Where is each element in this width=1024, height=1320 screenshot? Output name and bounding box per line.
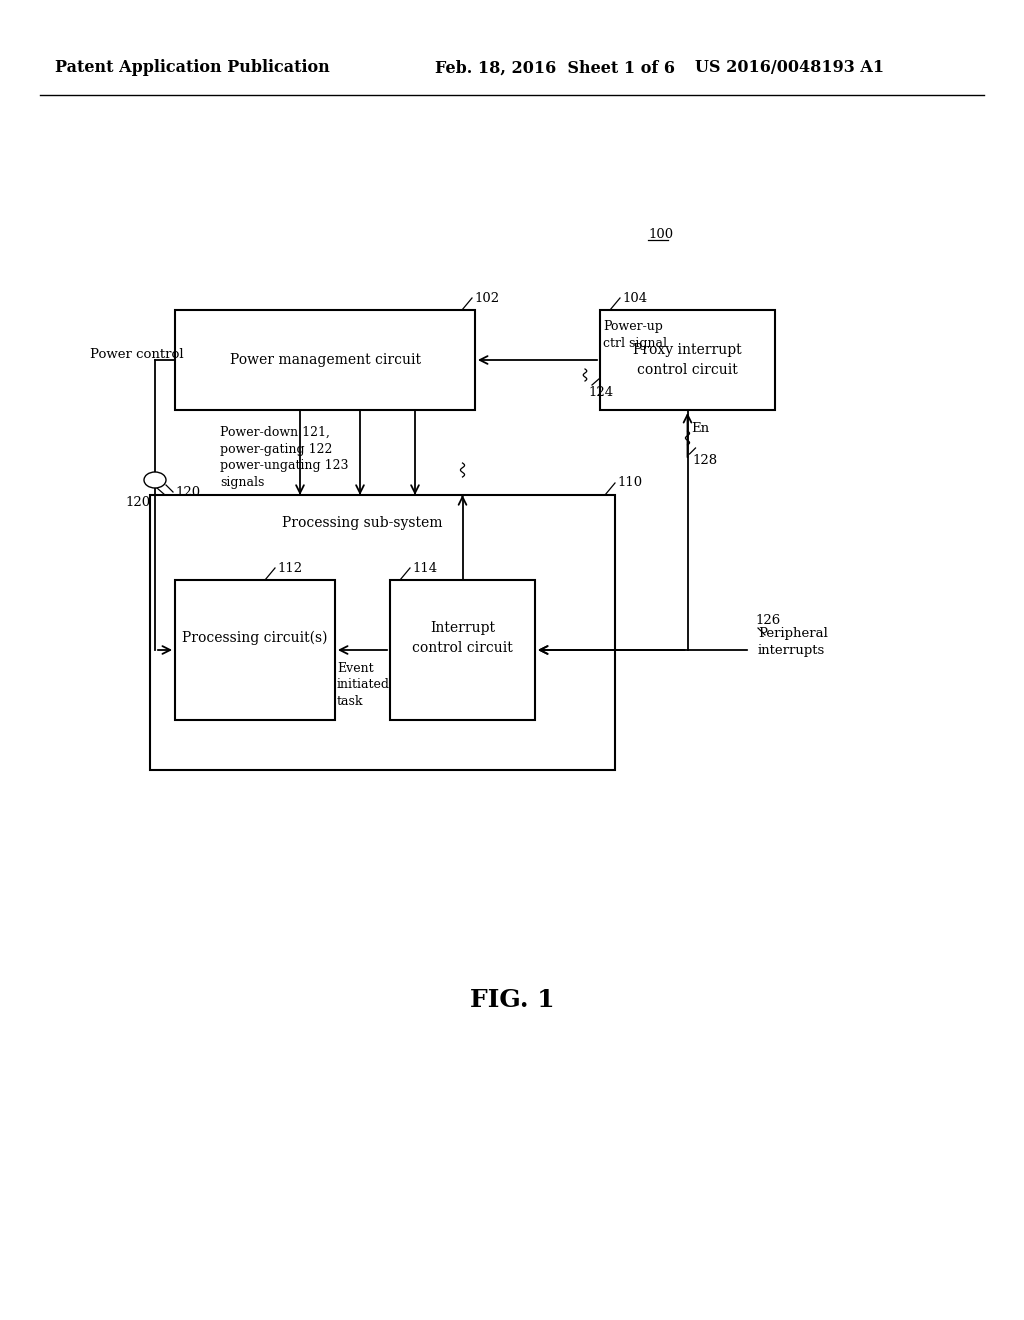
Text: En: En — [691, 421, 710, 434]
Text: Processing circuit(s): Processing circuit(s) — [182, 631, 328, 645]
Text: Power-down 121,
power-gating 122
power-ungating 123
signals: Power-down 121, power-gating 122 power-u… — [220, 426, 348, 488]
Bar — [150, 495, 615, 770]
Bar — [175, 310, 475, 411]
Text: Peripheral
interrupts: Peripheral interrupts — [758, 627, 827, 657]
Text: Patent Application Publication: Patent Application Publication — [55, 59, 330, 77]
Text: 102: 102 — [474, 292, 499, 305]
Text: 120: 120 — [125, 495, 151, 508]
Text: Event
initiated
task: Event initiated task — [337, 663, 390, 708]
Text: Processing sub-system: Processing sub-system — [283, 516, 442, 531]
Text: 128: 128 — [692, 454, 718, 466]
Text: 110: 110 — [617, 477, 642, 490]
Text: Proxy interrupt
control circuit: Proxy interrupt control circuit — [633, 343, 741, 376]
Text: 100: 100 — [648, 228, 673, 242]
Text: 120: 120 — [175, 486, 200, 499]
Bar — [175, 579, 335, 719]
Bar — [390, 579, 535, 719]
Text: Interrupt
control circuit: Interrupt control circuit — [412, 622, 513, 655]
Text: 124: 124 — [588, 385, 613, 399]
Text: Feb. 18, 2016  Sheet 1 of 6: Feb. 18, 2016 Sheet 1 of 6 — [435, 59, 675, 77]
Bar — [600, 310, 775, 411]
Text: FIG. 1: FIG. 1 — [470, 987, 554, 1012]
Text: 104: 104 — [622, 292, 647, 305]
Text: Power management circuit: Power management circuit — [229, 352, 421, 367]
Text: 126: 126 — [755, 614, 780, 627]
Text: 114: 114 — [412, 561, 437, 574]
Text: Power-up
ctrl signal: Power-up ctrl signal — [603, 319, 667, 350]
Ellipse shape — [144, 473, 166, 488]
Text: Power control: Power control — [90, 348, 183, 362]
Text: 112: 112 — [278, 561, 302, 574]
Text: US 2016/0048193 A1: US 2016/0048193 A1 — [695, 59, 884, 77]
